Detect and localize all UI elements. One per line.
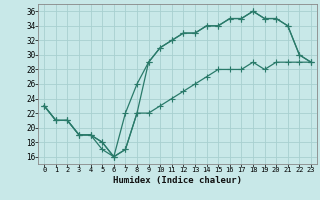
X-axis label: Humidex (Indice chaleur): Humidex (Indice chaleur) [113,176,242,185]
